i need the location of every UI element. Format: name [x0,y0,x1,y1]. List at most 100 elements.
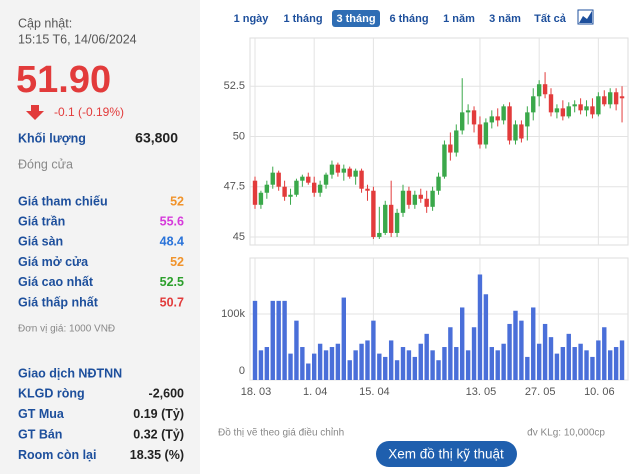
candle-body [418,194,423,199]
volume-bar [282,300,287,380]
candle-body [477,124,483,145]
candle-body [596,96,601,115]
info-panel-bg [0,0,200,474]
candle-body [560,108,566,117]
volume-bar [501,343,506,380]
candle-body [359,170,364,189]
price-label: Giá cao nhất [18,275,94,289]
period-tab[interactable]: 3 tháng [336,13,375,25]
volume-bar [353,350,358,380]
volume-bar [554,353,560,380]
volume-bar [288,353,293,380]
period-tab[interactable]: Tất cả [534,13,567,25]
y-tick-label: 47.5 [224,181,245,193]
volume-bar [436,360,441,380]
volume-bar [548,337,554,380]
volume-bar [412,356,418,380]
y-tick-label: 52.5 [224,80,245,92]
candle-body [424,198,429,207]
volume-bar [596,340,601,380]
candle-plot-bg [249,37,629,246]
y-tick-label: 45 [233,231,245,243]
x-tick-label: 15. 04 [359,386,390,398]
x-tick-label: 10. 06 [584,386,615,398]
candle-body [306,176,311,183]
down-arrow [26,105,44,120]
candle-body [258,192,264,205]
price-change: -0.1 (-0.19%) [54,105,124,119]
foreign-value: 18.35 (%) [130,448,184,462]
price-value: 55.6 [160,214,184,228]
price: 51.90 [16,59,111,101]
foreign-label: GT Mua [18,407,65,421]
price-value: 48.4 [160,235,184,249]
candle-body [276,172,281,187]
technical-chart-button[interactable] [376,441,517,467]
candle-body [448,144,453,153]
candle-body [388,204,394,233]
candle-body [430,190,435,207]
period-tab[interactable]: 1 tháng [283,13,322,25]
candle-body [548,94,554,113]
volume-label: Khối lượng [18,131,86,145]
candle-body [377,232,382,237]
volume-bar [442,347,447,380]
volume-unit: đv KLg: 10,000cp [527,428,605,439]
foreign-value: 0.19 (Tỷ) [133,407,184,421]
volume-bar [394,360,400,380]
volume-bar [613,347,619,380]
volume-bar [406,350,412,380]
candle-body [525,112,530,127]
candle-body [489,116,494,123]
volume-bar [489,347,494,380]
period-tab[interactable]: 1 năm [443,13,475,25]
candle-body [578,104,583,111]
foreign-label: Room còn lại [18,448,96,462]
price-value: 52 [170,255,184,269]
candle-body [608,92,613,105]
candle-body [400,190,406,213]
volume-bar [252,300,258,380]
y-tick-label: 100k [221,308,245,320]
active-tab-bg[interactable] [332,10,380,27]
candle-body [471,110,477,125]
candle-body [347,168,352,177]
volume-bar [608,350,613,380]
candle-body [264,184,270,193]
volume-bar [258,350,264,380]
foreign-label: KLGD ròng [18,386,85,400]
y-tick-label: 0 [239,365,245,377]
candle-body [412,194,418,205]
candle-body [335,164,341,173]
chart-icon-shape[interactable] [579,11,592,23]
volume-bar [400,347,406,380]
period-tab[interactable]: 3 năm [489,13,521,25]
volume-bar [347,360,352,380]
volume-bar [471,327,477,380]
price-value: 50.7 [160,295,184,309]
y-tick-label: 50 [233,130,245,142]
technical-chart-button-label[interactable]: Xem đồ thị kỹ thuật [388,447,504,462]
candle-body [300,176,305,181]
candle-body [341,168,346,173]
volume-bar [312,353,317,380]
volume-bar [359,343,364,380]
candle-body [323,174,329,185]
period-tab[interactable]: 1 ngày [234,13,270,25]
volume-bar [525,356,530,380]
chart-icon[interactable] [577,9,594,25]
candle-body [590,106,595,115]
period-tab[interactable]: 6 tháng [389,13,428,25]
candle-body [495,116,500,121]
candle-body [554,108,560,113]
candle-body [252,180,258,205]
candle-body [483,122,489,145]
candle-body [394,212,400,233]
volume-bar [430,350,435,380]
candle-body [454,130,459,153]
candle-body [613,92,619,105]
volume-bar [477,274,483,380]
volume-bar [377,353,382,380]
volume-value: 63,800 [135,130,178,146]
